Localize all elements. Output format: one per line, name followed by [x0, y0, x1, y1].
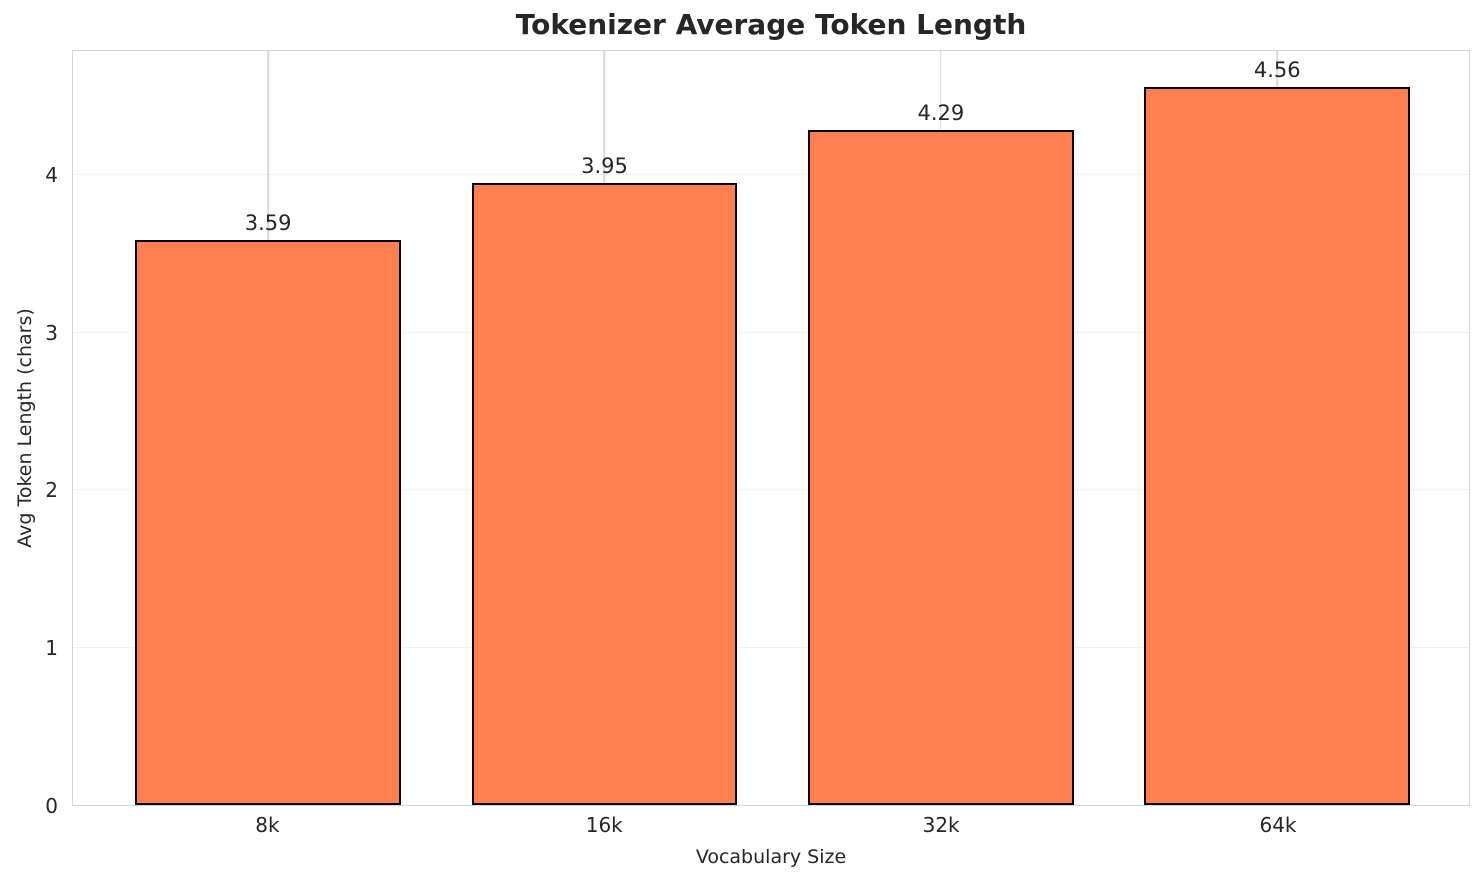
y-tick-label-0: 0	[45, 794, 58, 818]
bar-value-label-16k: 3.95	[581, 154, 628, 179]
plot-area: 3.59 3.95 4.29 4.56	[72, 50, 1470, 806]
y-tick-label-3: 3	[45, 320, 58, 345]
bar-value-label-32k: 4.29	[917, 100, 965, 125]
x-tick-label-32k: 32k	[922, 813, 960, 837]
x-tick-label-64k: 64k	[1259, 813, 1297, 837]
bar-8k	[135, 239, 401, 805]
y-tick-label-2: 2	[45, 478, 58, 503]
bar-value-label-8k: 3.59	[244, 210, 292, 235]
x-axis-label: Vocabulary Size	[695, 846, 847, 868]
y-gridline-4	[73, 174, 1469, 176]
x-tick-label-8k: 8k	[255, 813, 280, 837]
bar-64k	[1144, 87, 1411, 805]
bar-value-label-64k: 4.56	[1253, 58, 1301, 83]
y-gridline-2	[73, 489, 1469, 491]
y-gridline-1	[73, 646, 1469, 648]
x-tick-label-16k: 16k	[585, 813, 623, 837]
chart-title: Tokenizer Average Token Length	[515, 8, 1027, 41]
bar-32k	[808, 129, 1074, 805]
y-tick-label-4: 4	[45, 162, 58, 187]
y-tick-label-1: 1	[45, 636, 58, 661]
bar-16k	[471, 183, 738, 805]
y-gridline-3	[73, 331, 1469, 333]
